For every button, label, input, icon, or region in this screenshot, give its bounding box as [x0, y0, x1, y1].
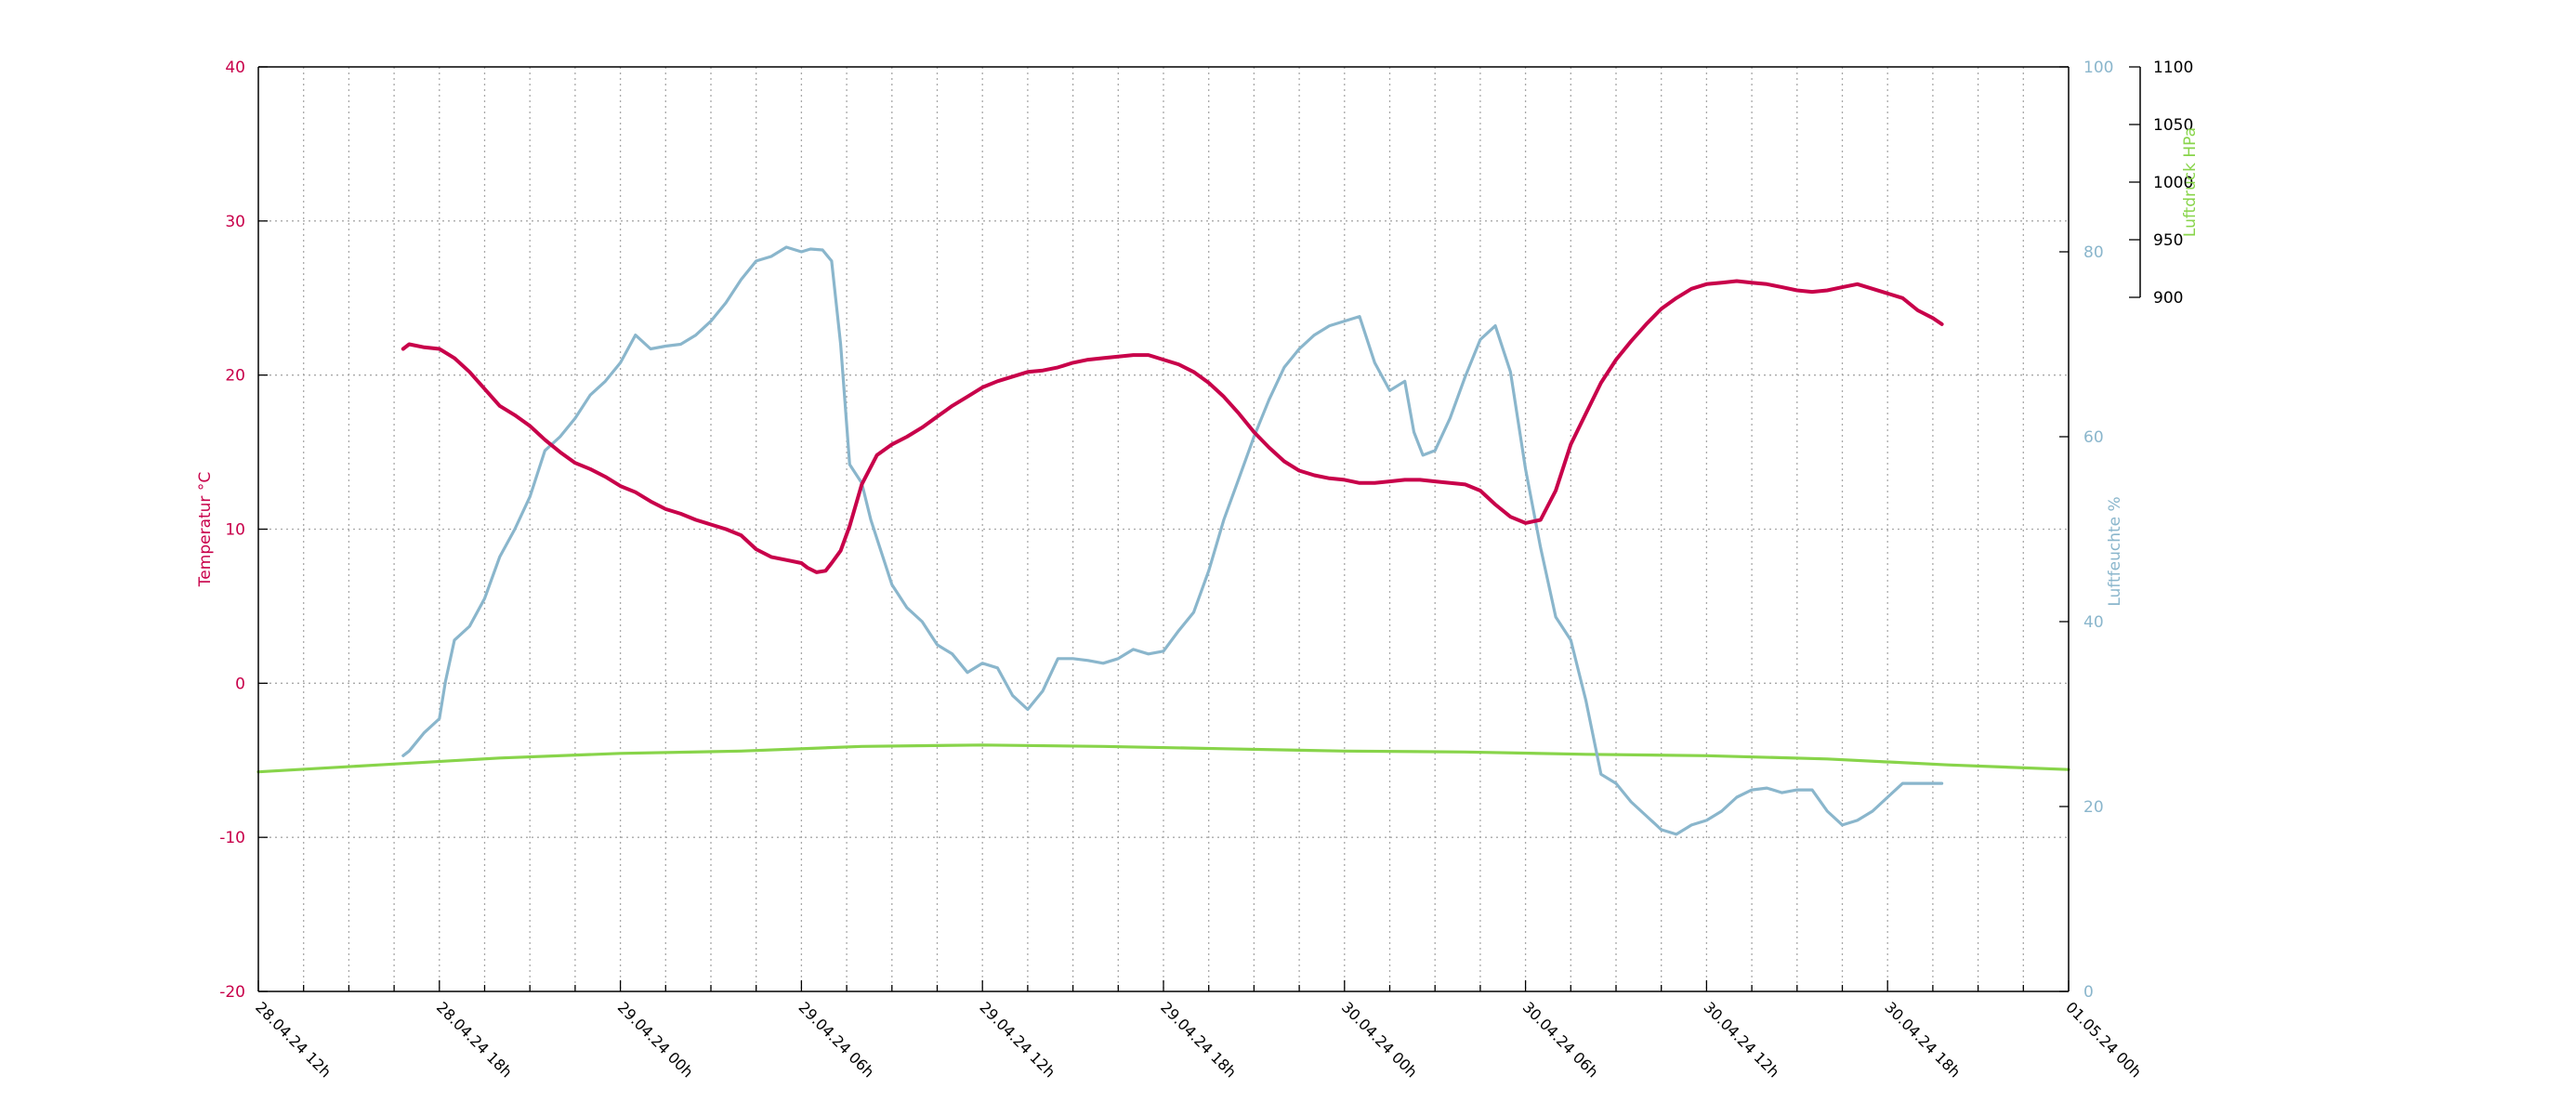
x-tick-label: 29.04.24 18h: [1157, 998, 1240, 1081]
x-tick-label: 01.05.24 00h: [2062, 998, 2145, 1081]
y-right-tick-label: 40: [2083, 613, 2104, 632]
y-left-tick-label: 10: [225, 521, 245, 540]
y-left-tick-label: 20: [225, 367, 245, 386]
y-right-tick-label: 60: [2083, 428, 2104, 447]
x-tick-label: 29.04.24 06h: [795, 998, 878, 1081]
y-pressure-axis-title: Luftdruck HPa: [2181, 127, 2200, 237]
y-left-tick-label: -20: [219, 983, 245, 1002]
y-right-tick-label: 80: [2083, 243, 2104, 262]
x-tick-label: 30.04.24 06h: [1519, 998, 1602, 1081]
y-pressure-tick-label: 1100: [2153, 59, 2193, 77]
y-pressure-tick-label: 900: [2153, 289, 2183, 308]
grid-layer: [258, 67, 2069, 991]
y-left-tick-label: 0: [235, 675, 245, 693]
series-line-temperatur: [401, 279, 1944, 574]
y-right-axis-title: Luftfeuchte %: [2106, 496, 2124, 606]
x-tick-label: 28.04.24 18h: [433, 998, 516, 1081]
y-right-tick-label: 100: [2083, 59, 2113, 77]
y-left-tick-label: 40: [225, 59, 245, 77]
y-pressure-tick-label: 1000: [2153, 174, 2193, 192]
x-tick-label: 30.04.24 12h: [1701, 998, 1783, 1081]
y-right-tick-label: 0: [2083, 983, 2094, 1002]
series-layer: [256, 245, 2070, 836]
series-line-luftfeuchte: [401, 245, 1944, 836]
x-tick-label: 29.04.24 00h: [614, 998, 697, 1081]
x-tick-label: 28.04.24 12h: [252, 998, 335, 1081]
y-pressure-tick-label: 1050: [2153, 116, 2193, 135]
y-left-tick-label: 30: [225, 213, 245, 231]
y-pressure-tick-label: 950: [2153, 231, 2183, 250]
series-line-luftdruck: [256, 743, 2070, 774]
x-tick-label: 29.04.24 12h: [976, 998, 1058, 1081]
y-right-tick-label: 20: [2083, 798, 2104, 817]
y-left-axis-title: Temperatur °C: [196, 472, 215, 587]
y-left-tick-label: -10: [219, 829, 245, 847]
x-tick-label: 30.04.24 00h: [1338, 998, 1421, 1081]
axes-layer: [257, 66, 2141, 992]
x-tick-label: 30.04.24 18h: [1881, 998, 1964, 1081]
